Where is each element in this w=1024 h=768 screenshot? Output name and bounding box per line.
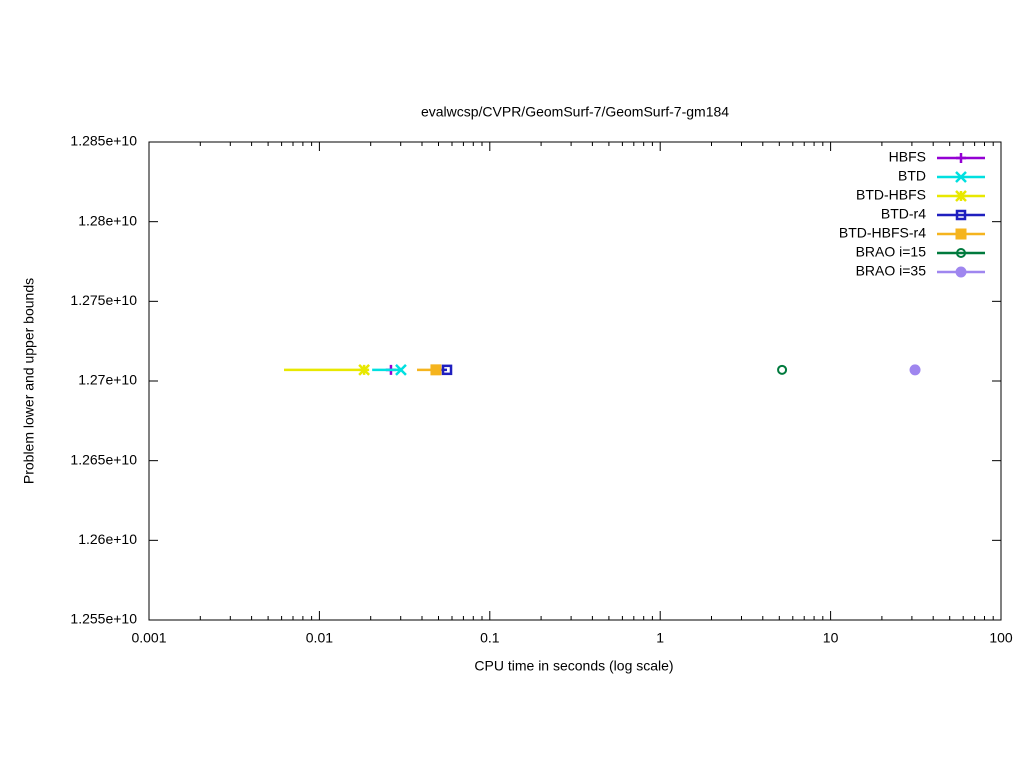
- marker: [395, 363, 407, 376]
- marker: [430, 364, 442, 376]
- y-tick-label: 1.265e+10: [70, 451, 137, 467]
- x-tick-label: 1: [656, 630, 664, 646]
- marker: [909, 364, 921, 376]
- legend-marker: [956, 153, 966, 163]
- y-tick-label: 1.28e+10: [78, 212, 137, 228]
- y-tick-label: 1.255e+10: [70, 611, 137, 627]
- x-tick-label: 100: [989, 630, 1013, 646]
- marker: [441, 364, 453, 376]
- legend-marker: [955, 171, 967, 183]
- marker: [777, 364, 788, 375]
- legend-marker: [955, 209, 967, 221]
- y-tick-label: 1.275e+10: [70, 292, 137, 308]
- y-tick-label: 1.26e+10: [78, 531, 137, 547]
- x-axis-label: CPU time in seconds (log scale): [474, 658, 673, 674]
- x-tick-label: 0.001: [131, 630, 166, 646]
- legend-marker: [955, 228, 967, 240]
- legend-label: BRAO i=15: [856, 244, 927, 260]
- x-tick-label: 10: [823, 630, 839, 646]
- legend-marker: [955, 266, 967, 278]
- x-tick-label: 0.01: [306, 630, 333, 646]
- legend-label: BTD-r4: [881, 206, 926, 222]
- legend-label: BTD-HBFS-r4: [839, 225, 926, 241]
- x-tick-label: 0.1: [480, 630, 500, 646]
- y-tick-label: 1.27e+10: [78, 372, 137, 388]
- legend-marker: [956, 248, 966, 258]
- y-tick-label: 1.285e+10: [70, 133, 137, 149]
- chart-title: evalwcsp/CVPR/GeomSurf-7/GeomSurf-7-gm18…: [421, 104, 729, 120]
- legend-label: BTD: [898, 168, 926, 184]
- legend-label: HBFS: [889, 149, 926, 165]
- marker: [358, 363, 371, 376]
- legend-marker: [955, 190, 967, 202]
- y-axis-label: Problem lower and upper bounds: [21, 278, 37, 484]
- legend-label: BRAO i=35: [856, 263, 927, 279]
- legend-label: BTD-HBFS: [856, 187, 926, 203]
